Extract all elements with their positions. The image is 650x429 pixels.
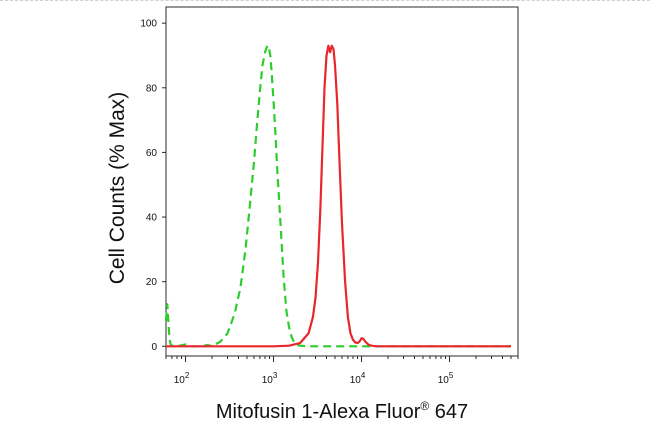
plot-frame — [165, 6, 519, 357]
registered-mark: ® — [420, 399, 430, 413]
x-axis-label: Mitofusin 1-Alexa Fluor® 647 — [166, 393, 518, 425]
histogram-series-1-line — [164, 44, 511, 348]
x-axis-label-suffix: 647 — [429, 401, 469, 423]
y-tick-label: 0 — [151, 342, 157, 353]
y-tick-label: 100 — [140, 19, 157, 30]
y-tick-label: 60 — [146, 148, 158, 159]
x-axis-label-main: Mitofusin 1-Alexa Fluor — [215, 401, 421, 423]
y-tick-label: 40 — [146, 213, 158, 224]
series-layer — [164, 44, 511, 348]
y-tick-label: 20 — [146, 277, 158, 288]
x-tick-label: 105 — [438, 371, 454, 386]
x-tick-label: 104 — [350, 371, 366, 386]
y-tick-label: 80 — [146, 83, 158, 94]
y-axis-ticks: 0 20 40 60 80 100 — [140, 19, 166, 353]
histogram-series-2-line — [166, 44, 511, 348]
x-axis-ticks: 102 103 104 105 — [165, 356, 519, 386]
x-tick-label: 103 — [262, 371, 278, 386]
top-dashed-rule — [0, 0, 650, 1]
x-tick-label: 102 — [174, 371, 190, 386]
y-axis-label: Cell Counts (% Max) — [106, 91, 129, 285]
